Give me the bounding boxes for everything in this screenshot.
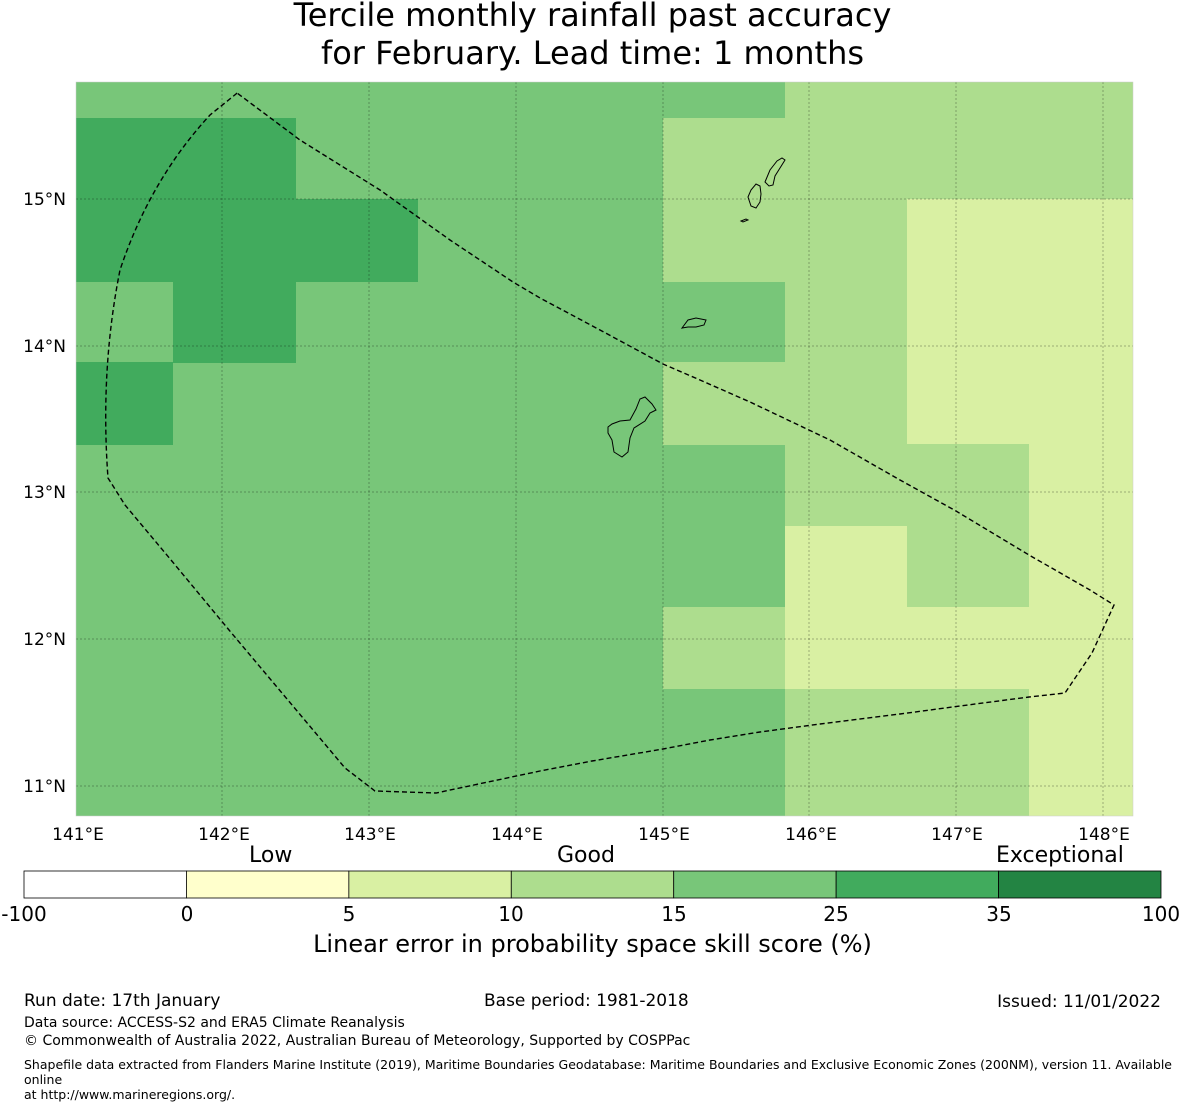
eez-boundary — [105, 92, 1115, 794]
island-rota — [680, 317, 707, 329]
lon-label: 142°E — [198, 825, 250, 845]
skill-cell — [76, 118, 296, 200]
issued-date: Issued: 11/01/2022 — [997, 992, 1161, 1012]
skill-cell — [173, 281, 296, 363]
skill-cell — [76, 362, 173, 445]
lon-label: 145°E — [638, 825, 690, 845]
map-frame — [75, 81, 1134, 817]
base-period: Base period: 1981-2018 — [484, 991, 689, 1011]
island-tinian — [747, 183, 762, 209]
skill-cell — [663, 607, 785, 689]
shapefile-credit: Shapefile data extracted from Flanders M… — [24, 1057, 1174, 1102]
lat-label: 14°N — [23, 337, 66, 357]
islands — [607, 157, 786, 458]
skill-cell — [785, 526, 907, 607]
skill-cell — [907, 199, 1133, 444]
colorbar-tick: 0 — [180, 902, 194, 926]
colorbar-bin — [510, 870, 675, 899]
island-guam — [607, 396, 657, 458]
colorbar-bin — [673, 870, 837, 899]
lat-label: 11°N — [23, 777, 66, 797]
data-source: Data source: ACCESS-S2 and ERA5 Climate … — [24, 1015, 405, 1031]
colorbar-bin — [186, 870, 350, 899]
island-aguijan — [739, 218, 750, 223]
map-title: Tercile monthly rainfall past accuracy f… — [0, 0, 1185, 72]
lon-label: 148°E — [1078, 825, 1130, 845]
lon-labels: 141°E 142°E 143°E 144°E 145°E 146°E 147°… — [52, 825, 1130, 845]
skill-cell — [785, 82, 1133, 199]
lat-label: 13°N — [23, 483, 66, 503]
skill-cell — [785, 607, 1029, 689]
skill-cell — [76, 199, 418, 282]
lon-label: 143°E — [344, 825, 396, 845]
title-line-1: Tercile monthly rainfall past accuracy — [293, 0, 892, 34]
island-saipan — [764, 157, 786, 187]
colorbar-tick: 15 — [661, 902, 687, 926]
colorbar-label-exceptional: Exceptional — [996, 843, 1124, 868]
skill-cell — [785, 689, 1029, 816]
skill-cell — [907, 444, 1029, 608]
skill-cell — [663, 362, 785, 445]
title-line-2: for February. Lead time: 1 months — [320, 34, 865, 72]
lon-label: 147°E — [931, 825, 983, 845]
colorbar-tick: -100 — [1, 902, 47, 926]
colorbar-bin — [835, 870, 999, 899]
skill-cell — [663, 118, 785, 282]
colorbar-bin — [998, 870, 1162, 899]
colorbar-label-good: Good — [557, 843, 615, 868]
colorbar-tick: 10 — [498, 902, 524, 926]
colorbar-tick: 5 — [342, 902, 356, 926]
graticule — [76, 82, 1133, 816]
lat-label: 12°N — [23, 630, 66, 650]
shapefile-credit-line-1: Shapefile data extracted from Flanders M… — [24, 1057, 1172, 1087]
copyright: © Commonwealth of Australia 2022, Austra… — [24, 1033, 691, 1049]
run-date: Run date: 17th January — [24, 991, 221, 1011]
lon-label: 141°E — [52, 825, 104, 845]
colorbar-bin — [348, 870, 512, 899]
colorbar-tick: 100 — [1141, 902, 1181, 926]
skill-cell — [785, 199, 907, 526]
lat-label: 15°N — [23, 190, 66, 210]
lon-label: 144°E — [491, 825, 543, 845]
lon-label: 146°E — [785, 825, 837, 845]
colorbar-label-low: Low — [249, 843, 293, 868]
skill-cell — [1029, 444, 1133, 816]
colorbar — [23, 870, 1162, 899]
colorbar-bin — [23, 870, 187, 899]
lat-labels: 15°N 14°N 13°N 12°N 11°N — [23, 190, 66, 797]
colorbar-tick: 35 — [986, 902, 1012, 926]
colorbar-title: Linear error in probability space skill … — [313, 930, 872, 958]
colorbar-tick: 25 — [823, 902, 849, 926]
